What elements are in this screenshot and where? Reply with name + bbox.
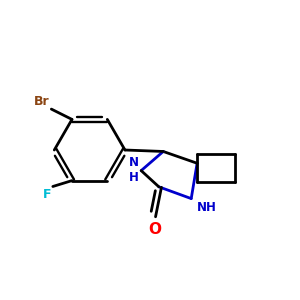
Text: Br: Br	[34, 94, 50, 108]
Text: NH: NH	[197, 201, 217, 214]
Text: F: F	[43, 188, 51, 201]
Text: N
H: N H	[129, 156, 139, 184]
Text: O: O	[148, 221, 161, 236]
